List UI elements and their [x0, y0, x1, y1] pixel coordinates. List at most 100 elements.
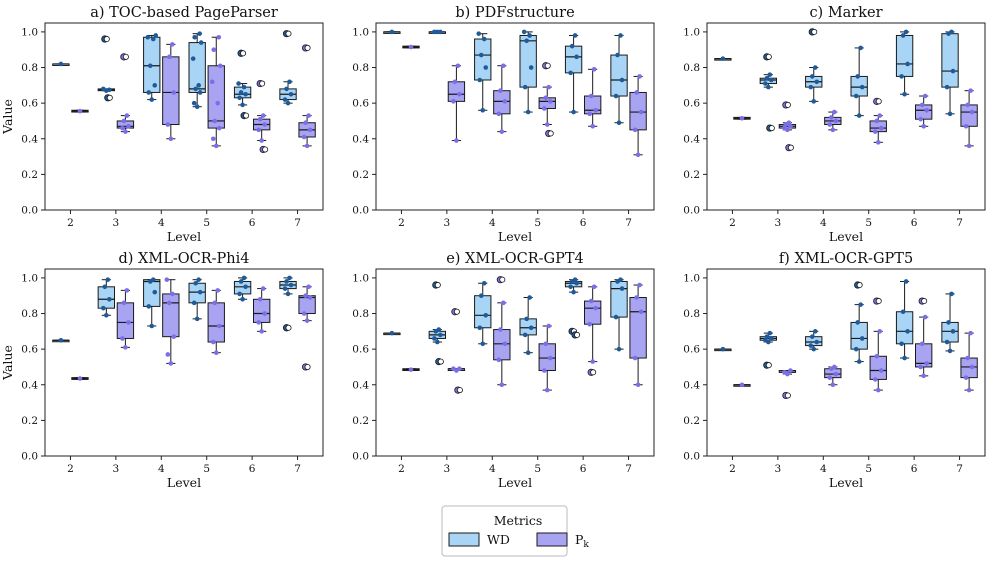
- data-point: [260, 286, 266, 291]
- data-point: [307, 295, 313, 300]
- data-point: [922, 314, 928, 320]
- data-point: [808, 84, 814, 90]
- data-point: [569, 43, 575, 49]
- x-tick-label: 2: [398, 217, 405, 229]
- data-point: [767, 72, 773, 77]
- box-wd-level-4: [805, 28, 823, 104]
- data-point: [571, 289, 576, 295]
- y-tick-label: 0.0: [21, 451, 38, 463]
- data-point: [541, 368, 547, 373]
- data-point: [853, 93, 859, 99]
- data-point: [527, 295, 532, 300]
- box-body: [610, 280, 628, 318]
- data-point: [963, 123, 969, 129]
- box-wd-level-2: [52, 61, 70, 67]
- data-point: [944, 339, 950, 345]
- data-point: [590, 359, 595, 364]
- data-point: [212, 118, 218, 124]
- data-point: [121, 300, 127, 306]
- data-point: [146, 304, 152, 309]
- box-pk-level-3: [116, 53, 135, 134]
- data-point: [215, 100, 221, 106]
- data-point: [216, 125, 222, 131]
- data-point: [525, 350, 531, 356]
- data-point: [236, 81, 241, 86]
- data-point: [919, 341, 925, 347]
- flier-marker: [285, 30, 292, 37]
- data-point: [123, 129, 128, 134]
- x-tick-label: 6: [911, 463, 918, 475]
- data-point: [833, 118, 839, 124]
- data-point: [105, 277, 111, 282]
- box-body: [97, 286, 115, 309]
- data-point: [856, 113, 862, 118]
- flier-marker: [768, 125, 775, 132]
- x-tick-label: 4: [489, 217, 496, 229]
- data-point: [572, 277, 578, 282]
- data-point: [903, 279, 909, 284]
- data-point: [918, 116, 923, 122]
- box-pk-level-2: [733, 382, 751, 388]
- box-wd-level-5: [850, 45, 868, 118]
- data-point: [528, 65, 534, 70]
- flier-marker: [499, 276, 506, 283]
- box-pk-level-3: [447, 308, 466, 394]
- box-body: [298, 295, 316, 315]
- data-point: [814, 339, 820, 345]
- box-wd-level-7: [941, 291, 959, 354]
- data-point: [788, 123, 793, 129]
- y-tick-label: 0.6: [21, 344, 38, 356]
- x-tick-label: 6: [580, 463, 587, 475]
- y-tick-label: 1.0: [21, 26, 38, 38]
- data-point: [902, 91, 907, 97]
- box-body: [233, 280, 252, 295]
- panel-1: a) TOC-based PageParser 0.0 0.2 0.4 0.6 0.8 1.…: [0, 5, 324, 244]
- y-tick-label: 0.2: [683, 415, 700, 427]
- data-point: [525, 109, 531, 115]
- box-body: [207, 302, 225, 343]
- y-tick-label: 1.0: [352, 26, 369, 38]
- x-tick-label: 2: [729, 217, 736, 229]
- data-point: [285, 100, 291, 106]
- y-tick-label: 0.4: [683, 379, 700, 391]
- data-point: [171, 334, 177, 339]
- data-point: [902, 355, 907, 361]
- box-wd-level-4: [805, 329, 823, 352]
- data-point: [950, 329, 956, 334]
- x-axis-label: Level: [829, 475, 863, 490]
- box-body: [474, 38, 492, 81]
- box-wd-level-2: [714, 56, 732, 61]
- box-wd-level-7: [279, 275, 297, 332]
- data-point: [436, 327, 442, 332]
- y-tick-label: 0.0: [683, 205, 700, 217]
- x-tick-label: 6: [580, 217, 587, 229]
- data-point: [455, 63, 461, 69]
- data-point: [501, 300, 506, 306]
- data-point: [877, 113, 883, 118]
- data-point: [243, 284, 248, 290]
- data-point: [858, 302, 863, 307]
- data-point: [572, 33, 578, 38]
- data-point: [635, 382, 641, 388]
- data-point: [965, 355, 970, 361]
- x-axis-label: Level: [829, 229, 863, 244]
- data-point: [809, 74, 815, 79]
- data-point: [720, 346, 726, 352]
- box-body: [895, 34, 914, 77]
- data-point: [969, 364, 975, 370]
- x-tick-label: 5: [534, 463, 541, 475]
- data-point: [149, 97, 155, 102]
- y-tick-label: 0.2: [352, 169, 369, 181]
- data-point: [616, 120, 622, 126]
- legend: Metrics WD Pk: [441, 505, 589, 557]
- data-point: [924, 107, 929, 113]
- box-wd-level-3: [428, 29, 447, 35]
- data-point: [921, 373, 926, 379]
- data-point: [165, 352, 171, 357]
- data-point: [900, 309, 906, 315]
- box-wd-level-5: [519, 29, 537, 115]
- data-point: [193, 86, 198, 92]
- data-point: [496, 111, 502, 117]
- data-point: [193, 280, 198, 286]
